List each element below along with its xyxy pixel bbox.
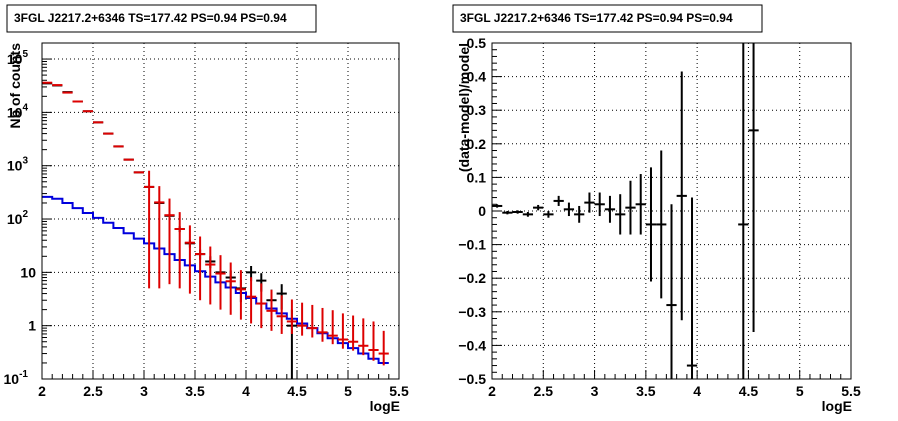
counts-plot-area [42,81,389,379]
counts-title-box [6,4,317,33]
counts-y-tick-label: 10 [20,264,36,280]
counts-x-tick-label: 2 [38,383,46,399]
counts-y-tick-label: 103 [7,156,29,174]
counts-grid [42,43,399,379]
residual-title-box [452,4,763,33]
residual-x-tick-label: 4 [693,383,701,399]
counts-x-tick-label: 2.5 [83,383,103,399]
residual-panel: 3FGL J2217.2+6346 TS=177.42 PS=0.94 PS=0… [452,4,861,414]
counts-x-axis-title: logE [370,398,400,414]
residual-y-tick-label: 0.1 [467,169,487,185]
residual-y-tick-label: −0.4 [458,337,486,353]
residual-y-tick-label: −0.5 [458,371,486,387]
residual-grid [492,43,851,379]
residual-axis-ticks: 2 2.5 3 3.5 4 4.5 5 5.5 −0.5 −0.4 −0.3 −0.2 −0.1 0 0.1… [458,35,861,399]
residual-x-tick-label: 5 [796,383,804,399]
counts-y-tick-label: 104 [7,102,29,120]
counts-x-tick-label: 4.5 [287,383,307,399]
residual-title: 3FGL J2217.2+6346 TS=177.42 PS=0.94 PS=0… [460,11,733,25]
counts-x-tick-label: 5.5 [389,383,409,399]
residual-x-tick-label: 3 [591,383,599,399]
residual-y-tick-label: −0.2 [458,270,486,286]
counts-y-tick-label: 1 [28,318,36,334]
counts-x-tick-label: 5 [344,383,352,399]
counts-y-tick-label: 105 [7,49,29,67]
residual-x-tick-label: 4.5 [739,383,759,399]
residual-y-tick-label: 0.4 [467,69,487,85]
residual-x-axis-title: logE [822,398,852,414]
counts-x-tick-label: 3.5 [185,383,205,399]
counts-source-model-line [42,195,389,364]
residual-y-tick-label: 0 [478,203,486,219]
residual-x-tick-label: 2 [488,383,496,399]
counts-axis-ticks: 2 2.5 3 3.5 4 4.5 5 5.5 10-1 1 10 102 103 104 105 [4,49,409,399]
residual-x-tick-label: 5.5 [841,383,861,399]
residual-y-tick-label: −0.1 [458,237,486,253]
counts-y-tick-label: 10-1 [4,369,29,387]
counts-y-tick-label: 102 [7,209,29,227]
counts-panel: 3FGL J2217.2+6346 TS=177.42 PS=0.94 PS=0… [4,4,409,414]
residual-y-tick-label: 0.3 [467,102,487,118]
counts-frame [41,42,400,380]
residual-x-tick-label: 2.5 [534,383,554,399]
residual-y-tick-label: 0.2 [467,136,487,152]
residual-y-axis-title: (data-model)/model [456,43,472,172]
counts-title: 3FGL J2217.2+6346 TS=177.42 PS=0.94 PS=0… [14,11,287,25]
counts-x-tick-label: 4 [242,383,250,399]
residual-x-tick-label: 3.5 [636,383,656,399]
counts-y-axis-title: Nb of counts [7,43,23,129]
counts-x-tick-label: 3 [140,383,148,399]
residual-y-tick-label: −0.3 [458,304,486,320]
residual-y-tick-label: 0.5 [467,35,487,51]
residual-plot-area [492,43,759,379]
